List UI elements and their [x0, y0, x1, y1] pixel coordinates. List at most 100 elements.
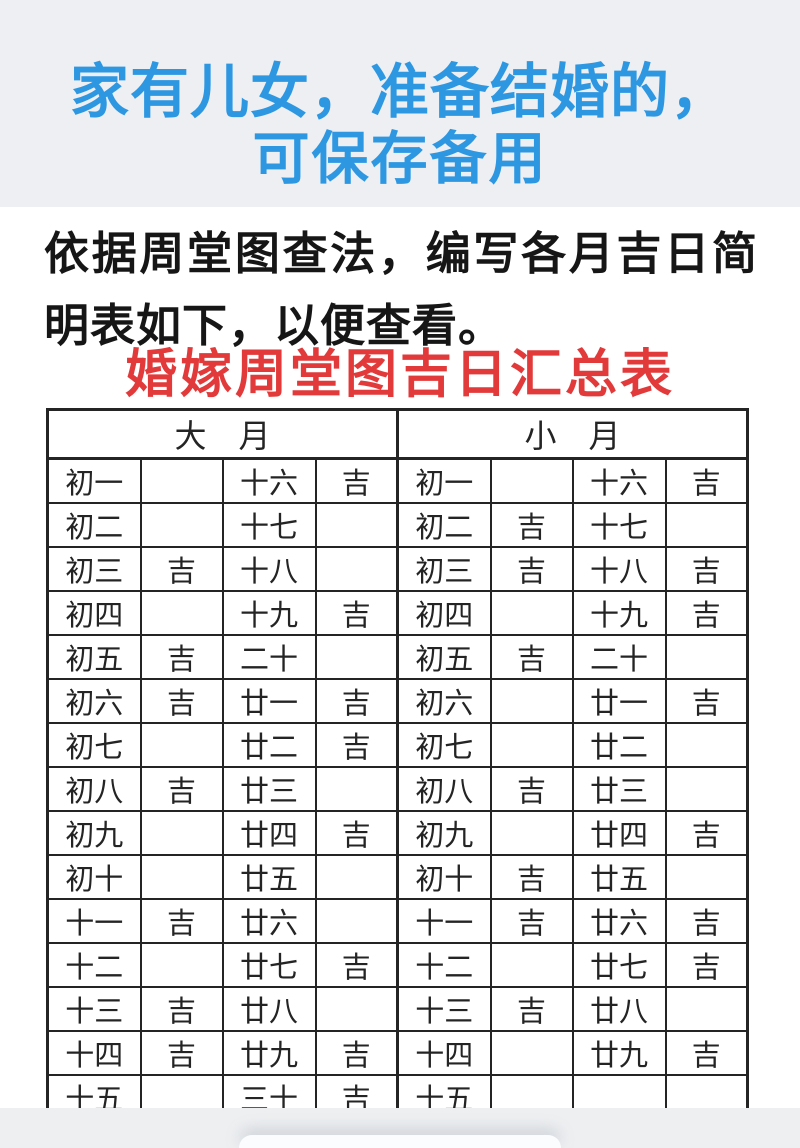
luck-cell — [139, 590, 224, 636]
table-row: 初二 十七 初二吉十七 — [46, 502, 750, 548]
luck-cell: 吉 — [489, 546, 574, 592]
luck-cell — [314, 898, 399, 944]
day-cell: 二十 — [571, 634, 667, 680]
table-header-row: 大 月 小 月 — [45, 408, 750, 460]
luck-cell — [139, 810, 224, 856]
luck-cell: 吉 — [139, 986, 224, 1032]
luck-cell: 吉 — [489, 502, 574, 548]
day-cell: 初六 — [396, 678, 492, 724]
luck-cell — [489, 1030, 574, 1076]
day-cell: 初七 — [46, 722, 142, 768]
luck-cell: 吉 — [489, 898, 574, 944]
luck-cell: 吉 — [489, 986, 574, 1032]
luck-cell — [314, 546, 399, 592]
luck-cell — [314, 854, 399, 900]
table-row: 十三吉廿八 十三吉廿八 — [46, 986, 750, 1032]
luck-cell — [489, 678, 574, 724]
table-title: 婚嫁周堂图吉日汇总表 — [124, 345, 675, 405]
luck-cell: 吉 — [664, 898, 750, 944]
luck-cell — [489, 942, 574, 988]
luck-cell: 吉 — [664, 942, 750, 988]
luck-cell — [664, 766, 750, 812]
day-cell: 初二 — [396, 502, 492, 548]
day-cell: 廿三 — [571, 766, 667, 812]
day-cell: 廿九 — [221, 1030, 317, 1076]
luck-cell: 吉 — [314, 810, 399, 856]
luck-cell: 吉 — [489, 854, 574, 900]
luck-cell: 吉 — [489, 634, 574, 680]
day-cell: 廿一 — [571, 678, 667, 724]
day-cell: 廿三 — [221, 766, 317, 812]
day-cell: 初十 — [396, 854, 492, 900]
luck-cell: 吉 — [664, 590, 750, 636]
luck-cell: 吉 — [314, 678, 399, 724]
table-row: 初六吉廿一吉初六 廿一吉 — [46, 678, 750, 724]
bottom-sheet-handle[interactable] — [239, 1135, 561, 1148]
day-cell: 初七 — [396, 722, 492, 768]
luck-cell: 吉 — [664, 678, 750, 724]
day-cell: 十三 — [46, 986, 142, 1032]
day-cell: 二十 — [221, 634, 317, 680]
table-row: 初九 廿四吉初九 廿四吉 — [46, 810, 750, 856]
luck-cell: 吉 — [314, 590, 399, 636]
luck-cell: 吉 — [139, 546, 224, 592]
luck-cell — [489, 722, 574, 768]
luck-cell — [139, 502, 224, 548]
table-row: 十四吉廿九吉十四 廿九吉 — [46, 1030, 750, 1076]
day-cell: 初九 — [46, 810, 142, 856]
table-row: 初四 十九吉初四 十九吉 — [46, 590, 750, 636]
luck-cell — [489, 457, 574, 504]
luck-cell: 吉 — [139, 678, 224, 724]
table-row: 初十 廿五 初十吉廿五 — [46, 854, 750, 900]
day-cell: 十九 — [221, 590, 317, 636]
day-cell: 初五 — [396, 634, 492, 680]
day-cell: 十九 — [571, 590, 667, 636]
luck-cell: 吉 — [314, 942, 399, 988]
day-cell: 初五 — [46, 634, 142, 680]
luck-cell — [489, 810, 574, 856]
day-cell: 十七 — [221, 502, 317, 548]
luck-cell — [139, 722, 224, 768]
footer-band — [0, 1108, 800, 1148]
day-cell: 十四 — [46, 1030, 142, 1076]
luck-cell: 吉 — [314, 722, 399, 768]
day-cell: 十四 — [396, 1030, 492, 1076]
luck-cell: 吉 — [314, 1030, 399, 1076]
headline-line1: 家有儿女，准备结婚的， — [69, 57, 730, 126]
luck-cell: 吉 — [664, 810, 750, 856]
day-cell: 初二 — [46, 502, 142, 548]
table-row: 初五吉二十 初五吉二十 — [46, 634, 750, 680]
luck-cell: 吉 — [139, 1030, 224, 1076]
day-cell: 初八 — [396, 766, 492, 812]
luck-cell — [139, 854, 224, 900]
day-cell: 十二 — [46, 942, 142, 988]
day-cell: 廿九 — [571, 1030, 667, 1076]
day-cell: 初九 — [396, 810, 492, 856]
luck-cell — [314, 986, 399, 1032]
day-cell: 初四 — [396, 590, 492, 636]
day-cell: 十八 — [571, 546, 667, 592]
day-cell: 十三 — [396, 986, 492, 1032]
luck-cell: 吉 — [664, 546, 750, 592]
day-cell: 廿五 — [221, 854, 317, 900]
day-cell: 廿二 — [221, 722, 317, 768]
group-header-big-month: 大 月 — [45, 408, 399, 460]
luck-cell — [664, 854, 750, 900]
table-row: 十二 廿七吉十二 廿七吉 — [46, 942, 750, 988]
luck-cell — [314, 766, 399, 812]
day-cell: 初十 — [46, 854, 142, 900]
table-row: 十一吉廿六 十一吉廿六吉 — [46, 898, 750, 944]
summary-table: 大 月 小 月 初一 十六吉初一 十六吉初二 十七 初二吉十七 初三吉十八 初三吉十八吉初四… — [45, 408, 750, 1121]
luck-cell — [139, 457, 224, 504]
day-cell: 廿二 — [571, 722, 667, 768]
day-cell: 十二 — [396, 942, 492, 988]
luck-cell — [664, 634, 750, 680]
luck-cell: 吉 — [489, 766, 574, 812]
day-cell: 十一 — [396, 898, 492, 944]
luck-cell — [664, 722, 750, 768]
banner: 家有儿女，准备结婚的， 可保存备用 — [0, 0, 800, 207]
day-cell: 十六 — [221, 457, 317, 504]
day-cell: 廿六 — [221, 898, 317, 944]
luck-cell: 吉 — [664, 457, 750, 504]
intro-paragraph: 依据周堂图查法，编写各月吉日简明表如下，以便查看。 — [44, 227, 758, 352]
